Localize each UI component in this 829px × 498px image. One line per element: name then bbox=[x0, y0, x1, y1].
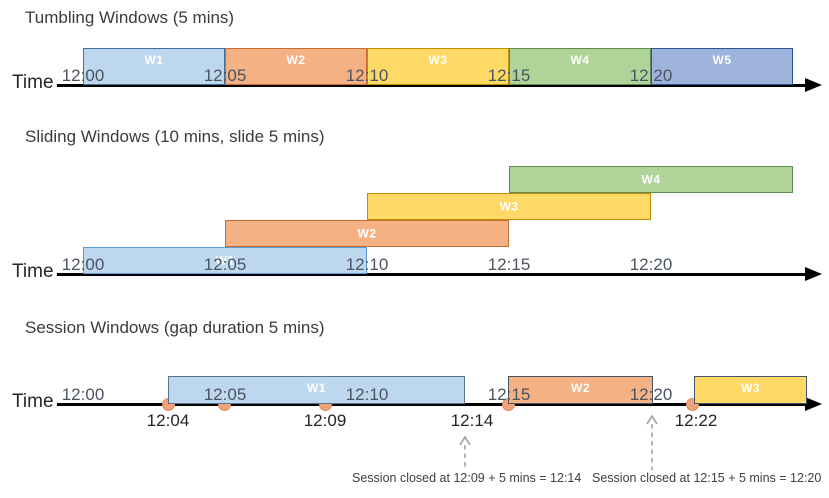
window-box: W5 bbox=[651, 48, 793, 85]
time-axis bbox=[57, 273, 807, 276]
window-box: W1 bbox=[168, 376, 465, 404]
window-box: W1 bbox=[83, 247, 367, 274]
window-box: W3 bbox=[367, 193, 651, 220]
window-label: W5 bbox=[712, 53, 732, 67]
tick-label: 12:10 bbox=[345, 66, 389, 85]
time-axis bbox=[57, 403, 807, 406]
window-label: W4 bbox=[641, 171, 661, 186]
window-box: W3 bbox=[367, 48, 509, 85]
time-axis-label: Time bbox=[12, 261, 54, 282]
event-time-label: 12:04 bbox=[146, 411, 190, 430]
window-label: W2 bbox=[357, 225, 377, 240]
tick-label: 12:00 bbox=[61, 385, 105, 404]
tick-label: 12:05 bbox=[203, 66, 247, 85]
section-title: Sliding Windows (10 mins, slide 5 mins) bbox=[25, 127, 325, 146]
window-label: W2 bbox=[286, 53, 306, 67]
event-time-label: 12:14 bbox=[450, 411, 494, 430]
tick-label: 12:05 bbox=[203, 385, 247, 404]
axis-arrow-icon bbox=[805, 78, 822, 92]
tick-label: 12:00 bbox=[61, 255, 105, 274]
window-label: W1 bbox=[307, 381, 326, 395]
axis-arrow-icon bbox=[805, 397, 822, 411]
tick-label: 12:20 bbox=[629, 66, 673, 85]
tick-label: 12:00 bbox=[61, 66, 105, 85]
window-box: W3 bbox=[694, 376, 807, 404]
window-label: W3 bbox=[499, 198, 519, 213]
dashed-up-arrow-icon bbox=[646, 415, 658, 470]
tick-label: 12:20 bbox=[629, 385, 673, 404]
window-box: W4 bbox=[509, 48, 651, 85]
section-title: Session Windows (gap duration 5 mins) bbox=[25, 318, 325, 337]
event-time-label: 12:22 bbox=[674, 411, 718, 430]
tick-label: 12:10 bbox=[345, 255, 389, 274]
session-close-annotation: Session closed at 12:15 + 5 mins = 12:20 bbox=[592, 471, 822, 485]
window-label: W1 bbox=[215, 252, 235, 267]
tick-label: 12:15 bbox=[487, 255, 531, 274]
window-label: W3 bbox=[428, 53, 448, 67]
window-label: W3 bbox=[741, 381, 760, 395]
window-label: W2 bbox=[571, 381, 590, 395]
tick-label: 12:20 bbox=[629, 255, 673, 274]
window-box: W2 bbox=[225, 220, 509, 247]
time-axis-label: Time bbox=[12, 391, 54, 412]
window-box: W2 bbox=[225, 48, 367, 85]
section-title: Tumbling Windows (5 mins) bbox=[25, 8, 235, 27]
event-time-label: 12:09 bbox=[303, 411, 347, 430]
axis-arrow-icon bbox=[805, 267, 822, 281]
dashed-up-arrow-icon bbox=[459, 436, 471, 470]
tick-label: 12:10 bbox=[345, 385, 389, 404]
tick-label: 12:05 bbox=[203, 255, 247, 274]
tick-label: 12:15 bbox=[487, 66, 531, 85]
window-box: W1 bbox=[83, 48, 225, 85]
window-box: W4 bbox=[509, 166, 793, 193]
time-axis bbox=[57, 84, 807, 87]
session-close-annotation: Session closed at 12:09 + 5 mins = 12:14 bbox=[352, 471, 582, 485]
window-label: W1 bbox=[144, 53, 164, 67]
window-box: W2 bbox=[508, 376, 653, 404]
window-label: W4 bbox=[570, 53, 590, 67]
time-axis-label: Time bbox=[12, 72, 54, 93]
tick-label: 12:15 bbox=[487, 385, 531, 404]
